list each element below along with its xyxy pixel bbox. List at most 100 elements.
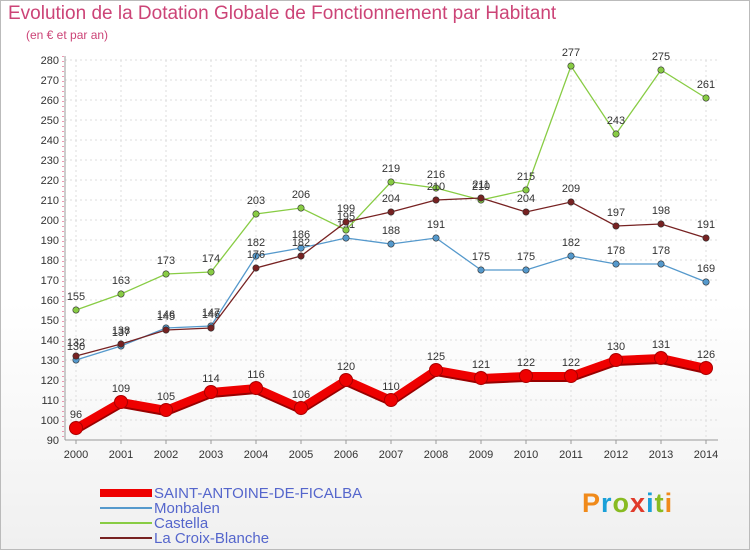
data-label-monbalen: 169: [697, 263, 715, 275]
data-point-la-croix-blanche: [522, 208, 530, 216]
data-label-castella: 163: [112, 275, 130, 287]
y-tick-label: 250: [41, 115, 59, 127]
data-point-monbalen: [567, 252, 575, 260]
data-label-monbalen: 130: [67, 341, 85, 353]
logo-letter: t: [654, 488, 665, 518]
data-point-saint-antoine-de-ficalba: [339, 373, 353, 387]
x-tick-label: 2002: [154, 449, 178, 461]
legend-swatch-la-croix-blanche: [100, 537, 152, 539]
y-tick-label: 230: [41, 155, 59, 167]
data-point-castella: [432, 184, 440, 192]
data-label-saint-antoine-de-ficalba: 106: [292, 389, 310, 401]
data-label-saint-antoine-de-ficalba: 120: [337, 361, 355, 373]
chart-subtitle: (en € et par an): [26, 28, 109, 42]
data-point-monbalen: [657, 260, 665, 268]
data-point-saint-antoine-de-ficalba: [519, 369, 533, 383]
data-point-saint-antoine-de-ficalba: [429, 363, 443, 377]
data-point-monbalen: [252, 252, 260, 260]
x-tick-label: 2007: [379, 449, 403, 461]
data-label-saint-antoine-de-ficalba: 96: [70, 409, 82, 421]
data-label-la-croix-blanche: 198: [652, 205, 670, 217]
data-label-saint-antoine-de-ficalba: 105: [157, 391, 175, 403]
data-label-monbalen: 175: [517, 251, 535, 263]
data-point-saint-antoine-de-ficalba: [699, 361, 713, 375]
data-point-la-croix-blanche: [477, 194, 485, 202]
data-point-saint-antoine-de-ficalba: [204, 385, 218, 399]
data-label-la-croix-blanche: 176: [247, 249, 265, 261]
data-label-la-croix-blanche: 197: [607, 207, 625, 219]
data-label-castella: 203: [247, 195, 265, 207]
chart-title: Evolution de la Dotation Globale de Fonc…: [8, 3, 557, 24]
data-point-la-croix-blanche: [252, 264, 260, 272]
data-point-castella: [72, 306, 80, 314]
y-tick-label: 180: [41, 255, 59, 267]
x-tick-label: 2003: [199, 449, 223, 461]
data-label-la-croix-blanche: 204: [382, 193, 400, 205]
y-tick-label: 210: [41, 195, 59, 207]
data-label-saint-antoine-de-ficalba: 114: [202, 373, 220, 385]
data-label-monbalen: 146: [157, 309, 175, 321]
y-tick-label: 140: [41, 335, 59, 347]
legend-label-la-croix-blanche: La Croix-Blanche: [154, 530, 270, 547]
data-point-la-croix-blanche: [162, 326, 170, 334]
data-point-monbalen: [297, 244, 305, 252]
legend-swatch-saint-antoine-de-ficalba: [100, 489, 152, 497]
data-label-castella: 155: [67, 291, 85, 303]
data-label-la-croix-blanche: 132: [67, 337, 85, 349]
data-label-la-croix-blanche: 145: [157, 311, 175, 323]
logo-letter: o: [612, 488, 631, 518]
data-point-castella: [522, 186, 530, 194]
data-point-monbalen: [612, 260, 620, 268]
data-label-saint-antoine-de-ficalba: 121: [472, 359, 490, 371]
data-point-la-croix-blanche: [567, 198, 575, 206]
data-label-castella: 195: [337, 211, 355, 223]
y-tick-label: 120: [41, 375, 59, 387]
data-point-saint-antoine-de-ficalba: [159, 403, 173, 417]
data-label-monbalen: 186: [292, 229, 310, 241]
logo-letter: x: [630, 488, 647, 518]
x-tick-label: 2014: [694, 449, 718, 461]
x-tick-label: 2004: [244, 449, 268, 461]
data-point-la-croix-blanche: [117, 340, 125, 348]
x-tick-label: 2009: [469, 449, 493, 461]
y-tick-label: 170: [41, 275, 59, 287]
data-label-la-croix-blanche: 182: [292, 237, 310, 249]
y-tick-label: 130: [41, 355, 59, 367]
data-point-saint-antoine-de-ficalba: [114, 395, 128, 409]
data-point-la-croix-blanche: [207, 324, 215, 332]
logo-letter: r: [601, 488, 613, 518]
data-point-castella: [612, 130, 620, 138]
data-label-la-croix-blanche: 211: [472, 179, 490, 191]
data-label-saint-antoine-de-ficalba: 122: [517, 357, 535, 369]
data-point-castella: [387, 178, 395, 186]
data-point-castella: [252, 210, 260, 218]
x-tick-label: 2011: [559, 449, 583, 461]
data-point-saint-antoine-de-ficalba: [294, 401, 308, 415]
data-label-la-croix-blanche: 204: [517, 193, 535, 205]
data-label-monbalen: 137: [112, 327, 130, 339]
data-point-castella: [207, 268, 215, 276]
data-label-saint-antoine-de-ficalba: 126: [697, 349, 715, 361]
data-point-castella: [702, 94, 710, 102]
legend-label-monbalen: Monbalen: [154, 500, 220, 517]
data-label-monbalen: 178: [652, 245, 670, 257]
data-point-la-croix-blanche: [72, 352, 80, 360]
logo-letter: P: [582, 488, 602, 518]
data-label-saint-antoine-de-ficalba: 109: [112, 383, 130, 395]
data-label-monbalen: 191: [427, 219, 445, 231]
data-label-castella: 219: [382, 163, 400, 175]
y-tick-label: 160: [41, 295, 59, 307]
data-point-la-croix-blanche: [702, 234, 710, 242]
data-label-castella: 210: [472, 181, 490, 193]
data-label-la-croix-blanche: 191: [697, 219, 715, 231]
legend-label-castella: Castella: [154, 515, 209, 532]
data-point-la-croix-blanche: [432, 196, 440, 204]
data-point-monbalen: [477, 266, 485, 274]
x-tick-label: 2006: [334, 449, 358, 461]
data-point-monbalen: [522, 266, 530, 274]
data-point-castella: [297, 204, 305, 212]
logo-letter: i: [664, 488, 674, 518]
data-point-saint-antoine-de-ficalba: [654, 351, 668, 365]
